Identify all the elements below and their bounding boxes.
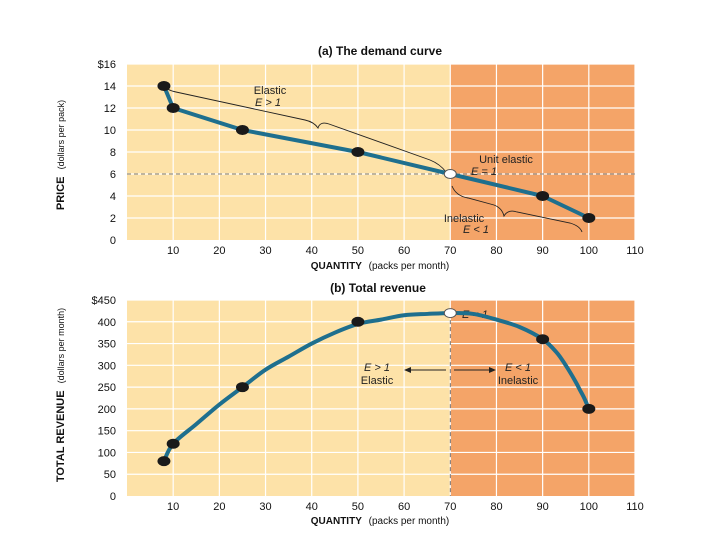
revenue-x-tick-label: 40 (306, 501, 318, 513)
demand-y-tick-label: 12 (104, 103, 116, 115)
revenue-x-tick-label: 100 (580, 501, 598, 513)
demand-x-axis-label-main: QUANTITY (311, 261, 362, 272)
revenue-y-axis-label-main: TOTAL REVENUE (55, 390, 67, 482)
elastic-brace (161, 83, 447, 173)
demand-unit-elastic-point (443, 169, 457, 179)
demand-x-tick-labels: 10 20 30 40 50 60 70 80 90 100 110 (167, 245, 644, 257)
revenue-chart-title: (b) Total revenue (330, 281, 426, 295)
revenue-y-axis-label: TOTAL REVENUE (dollars per month) (55, 308, 67, 482)
demand-data-point (582, 213, 596, 223)
demand-data-point (235, 125, 249, 135)
revenue-data-point (235, 382, 249, 393)
demand-x-tick-label: 100 (580, 245, 598, 257)
demand-data-point (351, 147, 365, 157)
demand-elastic-label: Elastic (254, 85, 287, 97)
revenue-x-tick-label: 70 (444, 501, 456, 513)
demand-y-tick-labels: 0 2 4 6 8 10 12 14 $16 (98, 59, 116, 247)
demand-x-tick-label: 30 (259, 245, 271, 257)
demand-data-point (157, 81, 171, 91)
revenue-curve-series (157, 308, 596, 467)
revenue-x-tick-label: 10 (167, 501, 179, 513)
revenue-y-axis-label-unit: (dollars per month) (56, 308, 66, 384)
revenue-y-tick-label: 400 (98, 317, 116, 329)
demand-x-tick-label: 50 (352, 245, 364, 257)
demand-x-tick-label: 70 (444, 245, 456, 257)
demand-x-axis-label-unit: (packs per month) (369, 261, 450, 272)
demand-inelastic-condition: E < 1 (463, 224, 489, 236)
revenue-x-tick-label: 80 (490, 501, 502, 513)
revenue-x-axis-label-main: QUANTITY (311, 516, 362, 527)
revenue-y-tick-label: 0 (110, 491, 116, 503)
demand-data-point (536, 191, 550, 201)
demand-y-axis-label-unit: (dollars per pack) (56, 100, 66, 170)
revenue-elastic-region (127, 300, 450, 496)
revenue-y-tick-label: 150 (98, 426, 116, 438)
revenue-data-point (351, 316, 365, 327)
demand-y-axis-label-main: PRICE (55, 176, 67, 210)
demand-chart-title: (a) The demand curve (318, 44, 442, 58)
inelastic-arrowhead (489, 367, 496, 373)
demand-x-tick-label: 10 (167, 245, 179, 257)
revenue-x-tick-labels: 10 20 30 40 50 60 70 80 90 100 110 (167, 501, 644, 513)
demand-inelastic-label: Inelastic (444, 213, 485, 225)
revenue-elastic-label: Elastic (361, 375, 394, 387)
revenue-y-tick-labels: 0 50 100 150 200 250 300 350 400 $450 (92, 295, 116, 503)
revenue-y-tick-label: 100 (98, 447, 116, 459)
demand-x-tick-label: 60 (398, 245, 410, 257)
revenue-x-axis-label: QUANTITY (packs per month) (311, 516, 449, 527)
revenue-elastic-condition: E > 1 (364, 362, 390, 374)
revenue-chart-panel: (b) Total revenue 0 50 100 150 200 250 300 350 4… (55, 281, 644, 527)
demand-unit-elastic-label: Unit elastic (479, 154, 533, 166)
revenue-x-tick-label: 50 (352, 501, 364, 513)
inelastic-brace (451, 185, 583, 233)
revenue-y-tick-label: 200 (98, 404, 116, 416)
revenue-y-tick-label: 300 (98, 360, 116, 372)
revenue-data-point (166, 438, 180, 449)
demand-x-tick-label: 40 (306, 245, 318, 257)
demand-y-tick-label: 0 (110, 235, 116, 247)
elastic-arrowhead (404, 367, 411, 373)
demand-x-tick-label: 110 (626, 245, 644, 257)
demand-y-tick-label: 14 (104, 81, 116, 93)
revenue-x-tick-label: 20 (213, 501, 225, 513)
demand-curve-series (157, 81, 596, 223)
revenue-y-tick-label: 350 (98, 339, 116, 351)
revenue-unit-elastic-point (443, 308, 457, 319)
demand-y-tick-label: 4 (110, 191, 116, 203)
demand-elastic-condition: E > 1 (255, 97, 281, 109)
demand-unit-elastic-condition: E = 1 (471, 166, 497, 178)
revenue-x-axis-label-unit: (packs per month) (369, 516, 450, 527)
revenue-inelastic-condition: E < 1 (505, 362, 531, 374)
revenue-x-tick-label: 30 (259, 501, 271, 513)
demand-y-tick-label: 10 (104, 125, 116, 137)
demand-y-tick-label: 2 (110, 213, 116, 225)
revenue-x-tick-label: 90 (537, 501, 549, 513)
demand-data-point (166, 103, 180, 113)
demand-x-axis-label: QUANTITY (packs per month) (311, 261, 449, 272)
revenue-chart-plot-area (127, 299, 636, 496)
demand-y-tick-label: 8 (110, 147, 116, 159)
demand-x-tick-label: 80 (490, 245, 502, 257)
revenue-data-point (157, 456, 171, 467)
revenue-y-tick-label: 250 (98, 382, 116, 394)
revenue-data-point (582, 403, 596, 414)
revenue-y-tick-label: $450 (92, 295, 116, 307)
revenue-inelastic-label: Inelastic (498, 375, 539, 387)
demand-horizontal-grid (127, 63, 635, 219)
demand-chart-panel: (a) The demand curve 0 2 4 6 8 10 12 14 $16 10 20… (55, 44, 644, 272)
demand-x-tick-label: 90 (537, 245, 549, 257)
demand-y-tick-label: 6 (110, 169, 116, 181)
demand-y-tick-label: $16 (98, 59, 116, 71)
revenue-x-tick-label: 110 (626, 501, 644, 513)
revenue-data-point (536, 334, 550, 345)
revenue-x-tick-label: 60 (398, 501, 410, 513)
demand-x-tick-label: 20 (213, 245, 225, 257)
demand-chart-plot-area (127, 63, 636, 240)
demand-y-axis-label: PRICE (dollars per pack) (55, 100, 67, 210)
revenue-y-tick-label: 50 (104, 469, 116, 481)
